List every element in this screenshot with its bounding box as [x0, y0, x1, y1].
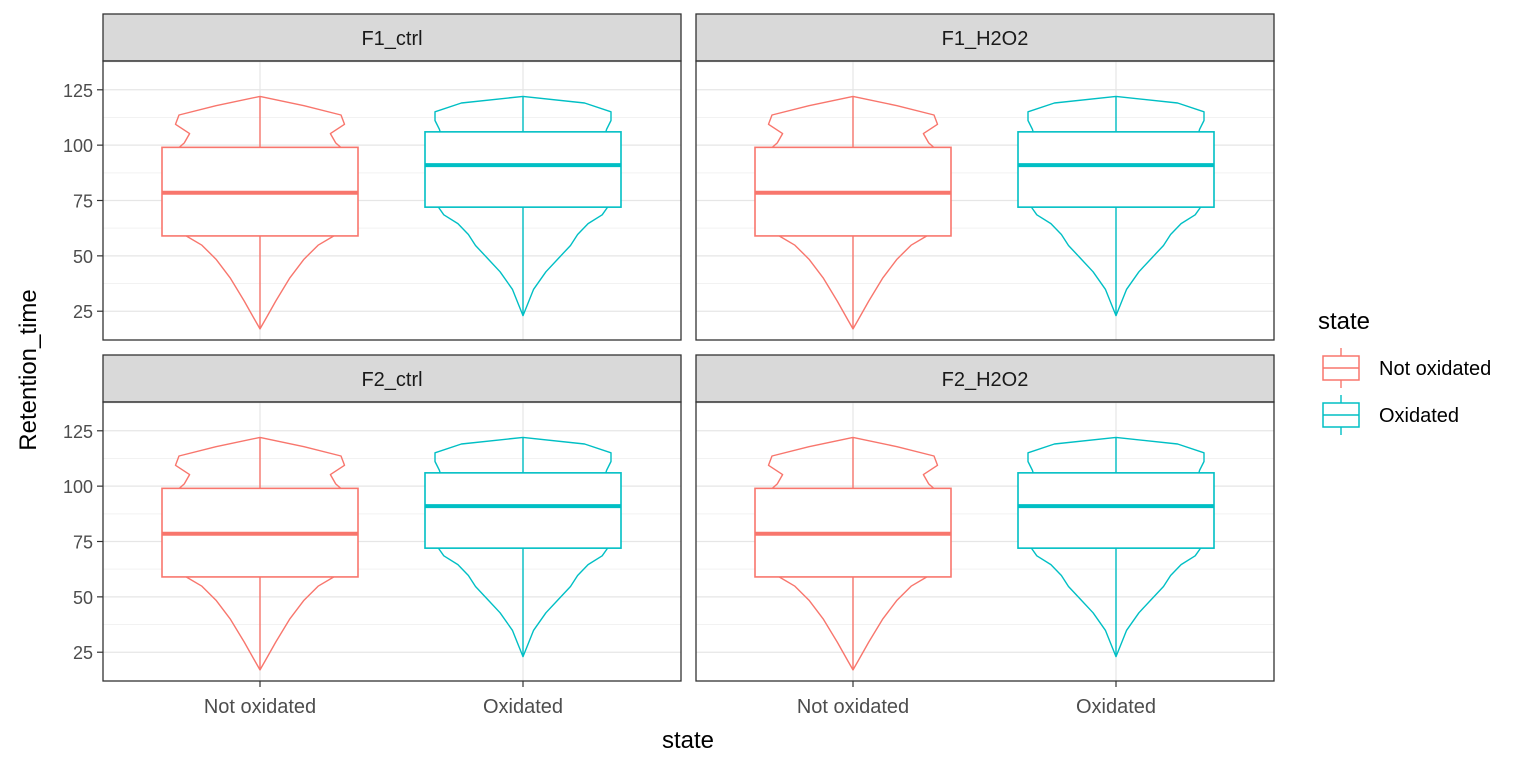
- facet-panel: F1_ctrl 25 50 75 100 125: [63, 13, 682, 341]
- y-tick-label: 50: [73, 247, 93, 267]
- y-tick-label: 100: [63, 477, 93, 497]
- x-tick-label: Not oxidated: [797, 696, 909, 718]
- legend-label: Not oxidated: [1379, 358, 1491, 380]
- x-tick-label: Oxidated: [483, 696, 563, 718]
- y-tick-label: 125: [63, 422, 93, 442]
- legend-label: Oxidated: [1379, 405, 1459, 427]
- facet-strip: [102, 13, 682, 62]
- box: [424, 131, 622, 208]
- x-axis-title: state: [662, 727, 714, 754]
- box: [1017, 472, 1215, 549]
- y-axis-title: Retention_time: [15, 289, 42, 450]
- y-tick-label: 75: [73, 192, 93, 212]
- y-tick-label: 50: [73, 588, 93, 608]
- panel-border: [695, 401, 1275, 682]
- facet-panel: F2_ctrl 25 50 75 100 125 Not oxidated Oxidated: [63, 354, 682, 718]
- panel-border: [695, 60, 1275, 341]
- facet-strip: [695, 13, 1275, 62]
- violin-oxidated: [434, 436, 612, 658]
- x-tick-label: Oxidated: [1076, 696, 1156, 718]
- box: [1017, 131, 1215, 208]
- box: [424, 472, 622, 549]
- facet-strip-label: F2_H2O2: [942, 369, 1029, 391]
- y-tick-label: 75: [73, 533, 93, 553]
- violin-oxidated: [1027, 95, 1205, 317]
- facet-panel: F1_H2O2: [695, 13, 1275, 341]
- facet-strip-label: F1_ctrl: [361, 28, 422, 50]
- legend-title: state: [1318, 308, 1370, 335]
- legend-entry: Not oxidated: [1322, 348, 1491, 388]
- facet-strip: [695, 354, 1275, 403]
- y-tick-label: 25: [73, 643, 93, 663]
- facet-strip-label: F1_H2O2: [942, 28, 1029, 50]
- violin-oxidated: [1027, 436, 1205, 658]
- facet-strip: [102, 354, 682, 403]
- y-tick-label: 100: [63, 136, 93, 156]
- facet-strip-label: F2_ctrl: [361, 369, 422, 391]
- y-tick-label: 125: [63, 81, 93, 101]
- violin-oxidated: [434, 95, 612, 317]
- legend-entry: Oxidated: [1322, 395, 1459, 435]
- facet-panel: F2_H2O2 Not oxidated Oxidated: [695, 354, 1275, 718]
- y-tick-label: 25: [73, 302, 93, 322]
- x-tick-label: Not oxidated: [204, 696, 316, 718]
- legend: state Not oxidated Oxidated: [1318, 308, 1491, 435]
